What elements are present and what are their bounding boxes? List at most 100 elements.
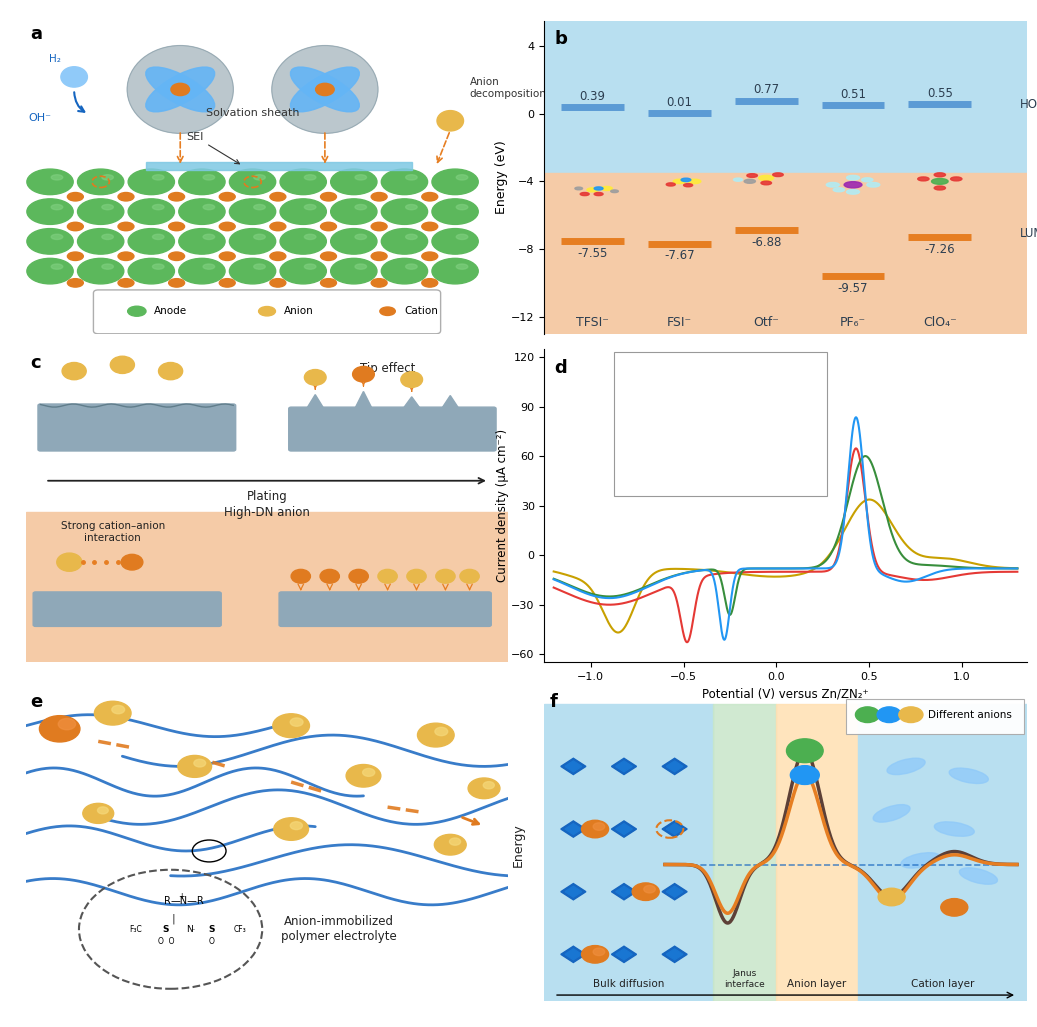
Ellipse shape (270, 192, 286, 201)
Text: FSI⁻: FSI⁻ (667, 315, 692, 329)
Ellipse shape (280, 229, 327, 254)
Polygon shape (561, 883, 586, 900)
Text: F₃C: F₃C (129, 924, 142, 934)
Ellipse shape (254, 234, 265, 239)
Ellipse shape (456, 204, 468, 210)
Text: Anion
decomposition: Anion decomposition (470, 77, 546, 99)
Ellipse shape (320, 278, 336, 288)
Ellipse shape (152, 264, 164, 269)
Ellipse shape (290, 67, 360, 112)
Ellipse shape (331, 259, 377, 283)
Bar (544, 703, 713, 1001)
Ellipse shape (304, 204, 316, 210)
Circle shape (844, 182, 862, 188)
Ellipse shape (129, 259, 174, 283)
Circle shape (733, 178, 742, 181)
Circle shape (790, 766, 819, 785)
Ellipse shape (102, 204, 113, 210)
Ellipse shape (254, 264, 265, 269)
Ellipse shape (304, 234, 316, 239)
Ellipse shape (118, 192, 134, 201)
Ellipse shape (129, 199, 174, 224)
Polygon shape (561, 821, 586, 837)
Ellipse shape (51, 234, 63, 239)
Polygon shape (307, 394, 324, 409)
Text: -9.57: -9.57 (838, 281, 868, 295)
Ellipse shape (320, 192, 336, 201)
Text: 0.51: 0.51 (840, 87, 866, 101)
Text: |: | (166, 913, 175, 923)
Circle shape (483, 782, 495, 789)
Polygon shape (565, 761, 582, 772)
Ellipse shape (229, 259, 276, 283)
Text: Cation: Cation (404, 306, 439, 316)
Ellipse shape (873, 804, 910, 823)
Ellipse shape (436, 569, 455, 583)
Ellipse shape (331, 169, 377, 195)
Polygon shape (662, 883, 688, 900)
Ellipse shape (219, 192, 235, 201)
Ellipse shape (349, 569, 368, 583)
Ellipse shape (169, 192, 185, 201)
Ellipse shape (380, 307, 395, 315)
Text: Solvation sheath: Solvation sheath (205, 108, 300, 118)
Ellipse shape (405, 175, 417, 180)
Circle shape (581, 192, 589, 195)
Ellipse shape (169, 252, 185, 261)
Ellipse shape (254, 175, 265, 180)
Text: OH⁻: OH⁻ (28, 113, 52, 123)
Ellipse shape (78, 259, 123, 283)
Text: c: c (31, 354, 41, 372)
X-axis label: Potential (V) versus Zn/ZN₂⁺: Potential (V) versus Zn/ZN₂⁺ (702, 688, 869, 700)
Ellipse shape (178, 199, 225, 224)
Text: Bulk diffusion: Bulk diffusion (593, 979, 665, 989)
Ellipse shape (118, 252, 134, 261)
Ellipse shape (320, 569, 339, 583)
Text: Otf⁻: Otf⁻ (753, 315, 779, 329)
Circle shape (689, 179, 701, 184)
Ellipse shape (270, 252, 286, 261)
Circle shape (833, 188, 844, 192)
Circle shape (941, 899, 968, 916)
Circle shape (846, 176, 860, 180)
Circle shape (862, 178, 873, 182)
Ellipse shape (355, 234, 366, 239)
Circle shape (594, 187, 604, 190)
Text: 0.77: 0.77 (753, 83, 779, 97)
Circle shape (666, 183, 675, 186)
Ellipse shape (320, 222, 336, 231)
Circle shape (856, 707, 879, 723)
Ellipse shape (102, 264, 113, 269)
Polygon shape (561, 758, 586, 774)
Ellipse shape (102, 175, 113, 180)
Ellipse shape (171, 83, 190, 96)
Polygon shape (662, 946, 688, 962)
Polygon shape (662, 821, 688, 837)
Ellipse shape (110, 356, 135, 374)
Ellipse shape (949, 768, 988, 784)
Text: O: O (208, 938, 215, 946)
Ellipse shape (146, 67, 215, 112)
Circle shape (745, 180, 755, 183)
Text: S: S (208, 924, 215, 934)
Text: ClO₄⁻: ClO₄⁻ (923, 315, 957, 329)
Ellipse shape (152, 175, 164, 180)
Polygon shape (355, 391, 372, 409)
Ellipse shape (401, 372, 422, 387)
Ellipse shape (382, 259, 427, 283)
Ellipse shape (146, 67, 215, 112)
Circle shape (58, 719, 76, 730)
Ellipse shape (51, 175, 63, 180)
Circle shape (363, 768, 374, 776)
Circle shape (194, 759, 205, 767)
Text: Anion: Anion (284, 306, 313, 316)
Ellipse shape (203, 175, 215, 180)
Ellipse shape (61, 67, 87, 87)
Circle shape (435, 727, 448, 735)
Circle shape (681, 178, 691, 182)
Ellipse shape (118, 222, 134, 231)
Ellipse shape (371, 222, 387, 231)
Ellipse shape (27, 169, 74, 195)
Polygon shape (612, 758, 637, 774)
Circle shape (468, 778, 500, 799)
